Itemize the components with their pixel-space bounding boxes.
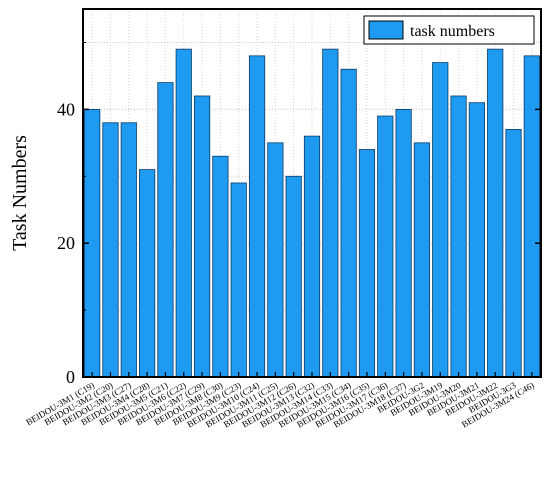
y-axis-label: Task Numbers — [9, 135, 31, 251]
bar — [505, 129, 522, 378]
bar — [450, 95, 467, 378]
bar — [523, 55, 540, 378]
bar — [102, 122, 119, 378]
bar — [248, 55, 266, 378]
y-tick-label: 0 — [66, 367, 75, 387]
bar — [340, 68, 357, 378]
bar-series — [84, 48, 540, 378]
legend-swatch — [368, 20, 404, 40]
bar — [322, 48, 339, 378]
bar — [432, 62, 449, 378]
bar — [358, 149, 376, 378]
bar — [377, 115, 394, 378]
bar — [285, 175, 302, 378]
y-axis: 0 20 40 — [57, 41, 541, 387]
bar — [139, 169, 156, 378]
bar — [267, 142, 284, 378]
bar — [230, 182, 247, 378]
bar — [413, 142, 431, 378]
bar — [120, 122, 137, 378]
x-axis: BEIDOU-3M1 (C19)BEIDOU-3M2 (C20)BEIDOU-3… — [24, 372, 536, 430]
legend: task numbers — [363, 15, 535, 45]
bar — [175, 48, 192, 378]
bar — [303, 135, 321, 378]
bar — [468, 102, 485, 378]
bar — [157, 82, 174, 378]
bar — [395, 108, 412, 378]
bar — [487, 48, 504, 378]
legend-label: task numbers — [410, 23, 495, 40]
bar — [212, 155, 229, 378]
bar — [193, 95, 211, 378]
y-tick-label: 20 — [57, 233, 75, 253]
y-tick-label: 40 — [57, 99, 75, 119]
